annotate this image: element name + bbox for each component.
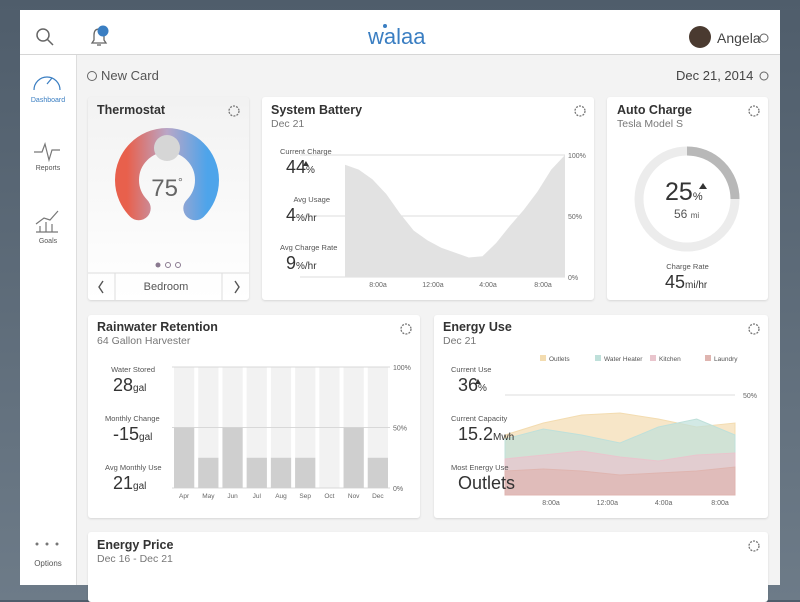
range-unit: mi — [690, 211, 700, 220]
nav-dashboard[interactable]: Dashboard — [30, 97, 66, 104]
card-title: Energy Use — [443, 320, 512, 334]
stat-unit: %/hr — [296, 213, 317, 224]
stat-label: Current Charge — [280, 147, 332, 156]
stat-unit: gal — [133, 383, 147, 394]
rate-label: Charge Rate — [666, 262, 709, 271]
stat-value: 9%/hr — [286, 253, 317, 274]
stat-number: 15.2 — [458, 424, 494, 444]
stat-value: 44% — [286, 157, 315, 178]
rate-unit: mi/hr — [685, 280, 708, 291]
stat-number: 36 — [458, 375, 479, 395]
nav-goals[interactable]: Goals — [38, 238, 58, 245]
card-title: Rainwater Retention — [97, 320, 218, 334]
stat-unit: Mwh — [493, 432, 515, 443]
stat-label: Water Stored — [111, 365, 155, 374]
charge-unit: % — [692, 191, 703, 203]
card-subtitle: Dec 21 — [443, 335, 477, 347]
stat-value: 4%/hr — [286, 205, 317, 226]
brand: walaa — [368, 24, 426, 49]
stat-label: Most Energy Use — [451, 463, 509, 472]
nav-options[interactable]: Options — [34, 559, 62, 568]
stat-value: -15gal — [113, 424, 152, 445]
rate-value: 45mi/hr — [665, 272, 707, 293]
rate-number: 45 — [665, 272, 686, 292]
stat-label: Current Use — [451, 365, 492, 374]
stat-value: 21gal — [113, 473, 146, 494]
stat-unit: %/hr — [296, 261, 317, 272]
stat-unit: % — [478, 383, 487, 394]
user-name[interactable]: Angela — [717, 30, 761, 46]
notification-count: 1 — [101, 27, 105, 34]
card-subtitle: Dec 16 - Dec 21 — [97, 553, 173, 565]
stat-number: Outlets — [458, 473, 516, 493]
stat-unit: % — [306, 165, 315, 176]
card-subtitle: Tesla Model S — [617, 118, 683, 130]
room-selector[interactable]: Bedroom — [143, 281, 189, 293]
stat-label: Monthly Change — [105, 414, 160, 423]
stat-number: 28 — [113, 375, 134, 395]
stat-unit: gal — [139, 432, 153, 443]
new-card[interactable]: New Card — [101, 68, 159, 83]
stat-value: Outlets — [458, 473, 515, 494]
range-value: 56 mi — [674, 207, 699, 221]
stat-label: Avg Usage — [293, 195, 330, 204]
charge-value: 25% — [665, 178, 703, 207]
card-subtitle: Dec 21 — [271, 118, 305, 130]
stat-value: 36% — [458, 375, 487, 396]
stat-label: Current Capacity — [451, 414, 508, 423]
stat-value: 28gal — [113, 375, 146, 396]
card-title: Energy Price — [97, 538, 174, 552]
date-picker[interactable]: Dec 21, 2014 — [676, 68, 754, 83]
stat-number: 4 — [286, 205, 297, 225]
stat-number: 21 — [113, 473, 134, 493]
nav-reports[interactable]: Reports — [35, 165, 61, 172]
card-subtitle: 64 Gallon Harvester — [97, 335, 191, 347]
stat-label: Avg Charge Rate — [280, 243, 338, 252]
stat-label: Avg Monthly Use — [105, 463, 162, 472]
card-title: System Battery — [271, 103, 363, 117]
sidebar — [20, 55, 77, 585]
range-number: 56 — [674, 207, 688, 221]
stat-number: 44 — [286, 157, 307, 177]
card-title: Thermostat — [97, 103, 166, 117]
card-title: Auto Charge — [617, 103, 692, 117]
charge-number: 25 — [665, 178, 693, 206]
header — [20, 10, 780, 55]
thermostat-card — [88, 97, 249, 300]
stat-unit: gal — [133, 481, 147, 492]
stat-number: 9 — [286, 253, 297, 273]
energy-price-card — [88, 532, 768, 602]
stat-value: 15.2Mwh — [458, 424, 514, 445]
stat-number: -15 — [113, 424, 140, 444]
